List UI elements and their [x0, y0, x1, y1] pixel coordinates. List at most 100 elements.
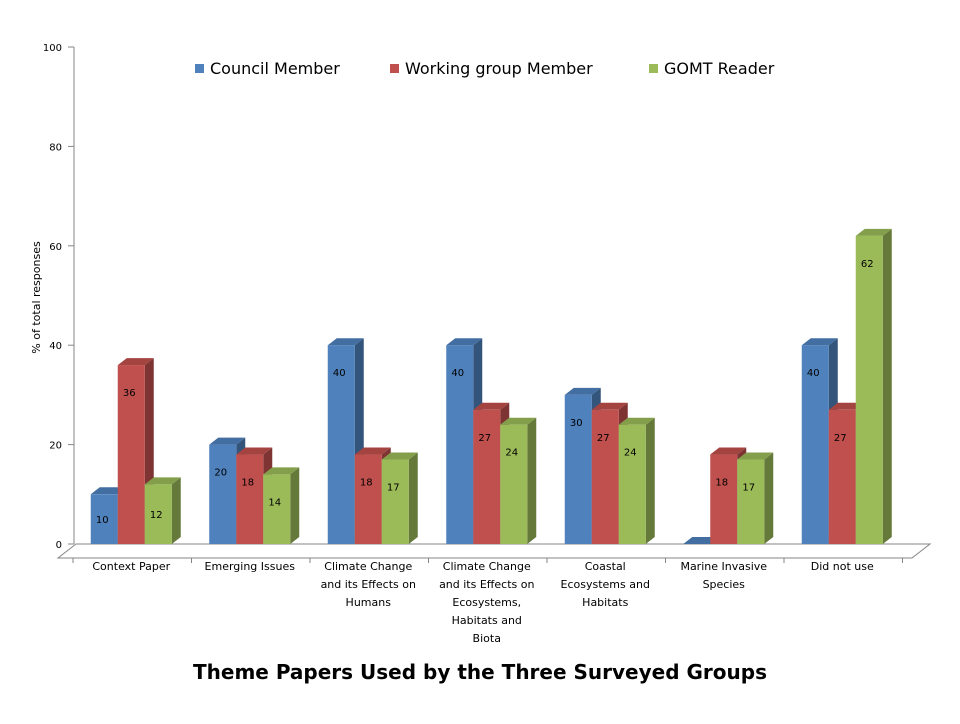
bar-front [327, 345, 355, 544]
x-tick-label: and its Effects on [321, 578, 416, 591]
bar-front [591, 409, 619, 544]
bar-front [446, 345, 474, 544]
data-label: 40 [451, 368, 464, 379]
bar-top [801, 338, 838, 346]
bar-front [354, 454, 382, 544]
data-label: 30 [570, 418, 583, 429]
data-label: 18 [241, 478, 254, 489]
bar-side [290, 467, 300, 544]
bar-top [144, 477, 181, 485]
bar-top [327, 338, 364, 346]
x-tick-label: Context Paper [92, 560, 170, 573]
x-tick-label: Ecosystems and [561, 578, 650, 591]
data-label: 27 [597, 433, 610, 444]
x-tick-label: Biota [473, 632, 501, 645]
bar-top [381, 452, 418, 460]
bar-2-6 [855, 228, 892, 545]
x-tick-label: Climate Change [443, 560, 531, 573]
legend-label: Council Member [210, 59, 340, 78]
x-tick-label: Marine Invasive [680, 560, 767, 573]
y-tick-label: 60 [49, 242, 62, 253]
bar-top [500, 417, 537, 425]
bar-0-2 [327, 338, 364, 544]
bar-front [144, 484, 172, 544]
bar-top [236, 447, 273, 455]
x-tick-label: Species [703, 578, 746, 591]
legend-swatch [649, 64, 658, 73]
bar-front [90, 494, 118, 544]
bar-top [209, 437, 246, 445]
bar-top [855, 228, 892, 236]
x-tick-label: Habitats [582, 596, 628, 609]
x-tick-label: Coastal [585, 560, 626, 573]
bar-front [117, 365, 145, 544]
bar-front [236, 454, 264, 544]
bar-2-2 [381, 452, 418, 544]
bar-top [263, 467, 300, 475]
x-tick-label: Habitats and [452, 614, 522, 627]
bar-side [882, 228, 892, 545]
y-tick-label: 80 [49, 142, 62, 153]
x-tick-label: Ecosystems, [452, 596, 521, 609]
bar-top [117, 358, 154, 366]
bar-2-5 [737, 452, 774, 544]
bar-top [710, 447, 747, 455]
data-label: 24 [624, 448, 637, 459]
bar-front [737, 459, 765, 544]
bar-top [618, 417, 655, 425]
bar-front [855, 235, 883, 545]
bar-top [354, 447, 391, 455]
bar-front [618, 424, 646, 544]
bar-0-3 [446, 338, 483, 544]
bar-side [171, 477, 181, 544]
x-tick-label: Humans [346, 596, 392, 609]
bar-front [209, 444, 237, 544]
data-label: 17 [742, 483, 755, 494]
x-tick-label: Did not use [811, 560, 874, 573]
x-tick-label: and its Effects on [439, 578, 534, 591]
bar-side [408, 452, 418, 544]
bar-top [446, 338, 483, 346]
y-tick-label: 20 [49, 441, 62, 452]
data-label: 18 [360, 478, 373, 489]
x-tick-label: Emerging Issues [205, 560, 296, 573]
data-label: 40 [333, 368, 346, 379]
data-label: 40 [807, 368, 820, 379]
y-tick-label: 0 [56, 540, 62, 551]
data-label: 14 [268, 497, 281, 508]
data-label: 36 [123, 388, 136, 399]
bar-front [263, 474, 291, 544]
data-label: 27 [834, 433, 847, 444]
data-label: 17 [387, 483, 400, 494]
bar-top [564, 387, 601, 395]
bar-2-1 [263, 467, 300, 544]
data-label: 10 [96, 515, 109, 526]
legend-swatch [195, 64, 204, 73]
bar-front [710, 454, 738, 544]
legend-swatch [390, 64, 399, 73]
data-label: 27 [478, 433, 491, 444]
bar-top [591, 402, 628, 410]
bar-front [564, 394, 592, 544]
x-tick-label: Climate Change [324, 560, 412, 573]
data-label: 24 [505, 448, 518, 459]
legend-label: Working group Member [405, 59, 593, 78]
bar-side [645, 417, 655, 544]
chart-floor [56, 543, 932, 559]
data-label: 62 [861, 259, 874, 270]
chart-title: Theme Papers Used by the Three Surveyed … [193, 660, 767, 684]
bar-side [527, 417, 537, 544]
bar-front [801, 345, 829, 544]
bar-side [764, 452, 774, 544]
data-label: 18 [715, 478, 728, 489]
legend-label: GOMT Reader [664, 59, 775, 78]
bar-front [500, 424, 528, 544]
bar-2-4 [618, 417, 655, 544]
bar-front [473, 409, 501, 544]
bar-front [828, 409, 856, 544]
bar-2-3 [500, 417, 537, 544]
data-label: 20 [214, 468, 227, 479]
data-label: 12 [150, 510, 163, 521]
